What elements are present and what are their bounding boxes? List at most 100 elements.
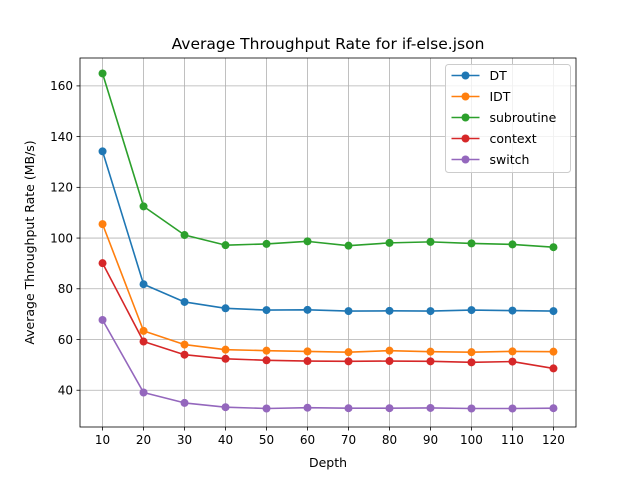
chart-title: Average Throughput Rate for if-else.json: [172, 35, 485, 53]
data-point-context: [262, 356, 271, 365]
series-line-subroutine: [101, 73, 554, 248]
data-point-subroutine: [426, 237, 435, 246]
x-tick-label: 70: [341, 433, 356, 447]
data-point-dt: [180, 297, 189, 306]
data-point-context: [549, 364, 558, 373]
series-switch: [98, 315, 558, 413]
data-point-context: [303, 357, 312, 366]
legend-box: [445, 64, 571, 173]
data-point-subroutine: [98, 69, 107, 78]
data-point-dt: [139, 280, 148, 289]
x-tick-label: 90: [423, 433, 438, 447]
legend-item-idt: IDT: [451, 89, 511, 104]
data-point-subroutine: [508, 240, 517, 249]
data-point-subroutine: [344, 241, 353, 250]
data-point-idt: [508, 347, 517, 356]
data-point-context: [508, 357, 517, 366]
data-point-dt: [426, 307, 435, 316]
data-point-subroutine: [467, 239, 476, 248]
legend-swatch-marker: [461, 92, 470, 101]
axis-ticks: 10 20 30 40 50 60 70 80 90 100 110 120 40 60 80 100 120 1…: [50, 79, 565, 447]
data-point-switch: [549, 404, 558, 413]
data-point-switch: [344, 404, 353, 413]
data-point-idt: [180, 340, 189, 349]
series-line-context: [101, 262, 554, 370]
x-tick-label: 80: [382, 433, 397, 447]
data-point-dt: [262, 306, 271, 315]
data-point-idt: [262, 346, 271, 355]
legend-item-dt: DT: [451, 68, 508, 83]
y-tick-label: 60: [58, 333, 73, 347]
series-subroutine: [98, 69, 558, 252]
data-point-context: [426, 357, 435, 366]
x-tick-label: 10: [95, 433, 110, 447]
y-axis-label: Average Throughput Rate (MB/s): [22, 140, 37, 344]
series-line-dt: [101, 151, 554, 312]
data-point-switch: [385, 404, 394, 413]
legend-swatch-marker: [461, 134, 470, 143]
series-idt: [98, 220, 558, 357]
x-tick-label: 100: [460, 433, 483, 447]
data-point-context: [385, 357, 394, 366]
data-point-dt: [467, 306, 476, 315]
x-tick-label: 20: [136, 433, 151, 447]
data-point-switch: [303, 403, 312, 412]
data-point-dt: [98, 147, 107, 156]
data-point-context: [98, 259, 107, 268]
legend-label: context: [490, 131, 537, 146]
data-point-idt: [385, 346, 394, 355]
data-point-switch: [180, 398, 189, 407]
data-point-subroutine: [221, 241, 230, 250]
data-point-subroutine: [303, 237, 312, 246]
data-point-subroutine: [180, 231, 189, 240]
legend-item-context: context: [451, 131, 537, 146]
data-point-dt: [508, 306, 517, 315]
x-tick-label: 60: [300, 433, 315, 447]
data-point-context: [467, 358, 476, 367]
data-point-dt: [549, 307, 558, 316]
data-point-context: [139, 337, 148, 346]
y-tick-label: 100: [50, 231, 73, 245]
data-point-dt: [385, 306, 394, 315]
data-point-idt: [139, 326, 148, 335]
series-layer: [98, 69, 558, 413]
series-context: [98, 259, 558, 373]
data-point-dt: [221, 304, 230, 313]
y-tick-label: 140: [50, 130, 73, 144]
data-point-idt: [467, 348, 476, 357]
legend-swatch-marker: [461, 155, 470, 164]
legend-item-switch: switch: [451, 152, 530, 167]
x-tick-label: 110: [501, 433, 524, 447]
x-tick-label: 120: [542, 433, 565, 447]
legend-label: IDT: [490, 89, 511, 104]
data-point-context: [180, 350, 189, 359]
data-point-subroutine: [262, 239, 271, 248]
data-point-idt: [426, 347, 435, 356]
data-point-idt: [303, 347, 312, 356]
y-tick-label: 160: [50, 79, 73, 93]
x-axis-label: Depth: [309, 455, 347, 470]
series-line-idt: [101, 223, 554, 353]
series-line-switch: [101, 319, 554, 410]
data-point-idt: [344, 348, 353, 357]
data-point-subroutine: [385, 238, 394, 247]
x-tick-label: 30: [177, 433, 192, 447]
data-point-dt: [303, 305, 312, 314]
legend-item-subroutine: subroutine: [451, 110, 557, 125]
data-point-idt: [98, 220, 107, 229]
plot-frame: [79, 57, 577, 428]
series-dt: [98, 147, 558, 316]
x-tick-label: 50: [259, 433, 274, 447]
data-point-switch: [262, 404, 271, 413]
y-tick-label: 40: [58, 384, 73, 398]
legend-label: DT: [490, 68, 508, 83]
legend: DT IDT subroutine context switch: [445, 64, 571, 173]
legend-label: switch: [490, 152, 530, 167]
data-point-context: [344, 357, 353, 366]
data-point-switch: [98, 315, 107, 324]
legend-swatch-marker: [461, 113, 470, 122]
legend-label: subroutine: [490, 110, 557, 125]
data-point-subroutine: [549, 243, 558, 252]
data-point-switch: [221, 403, 230, 412]
